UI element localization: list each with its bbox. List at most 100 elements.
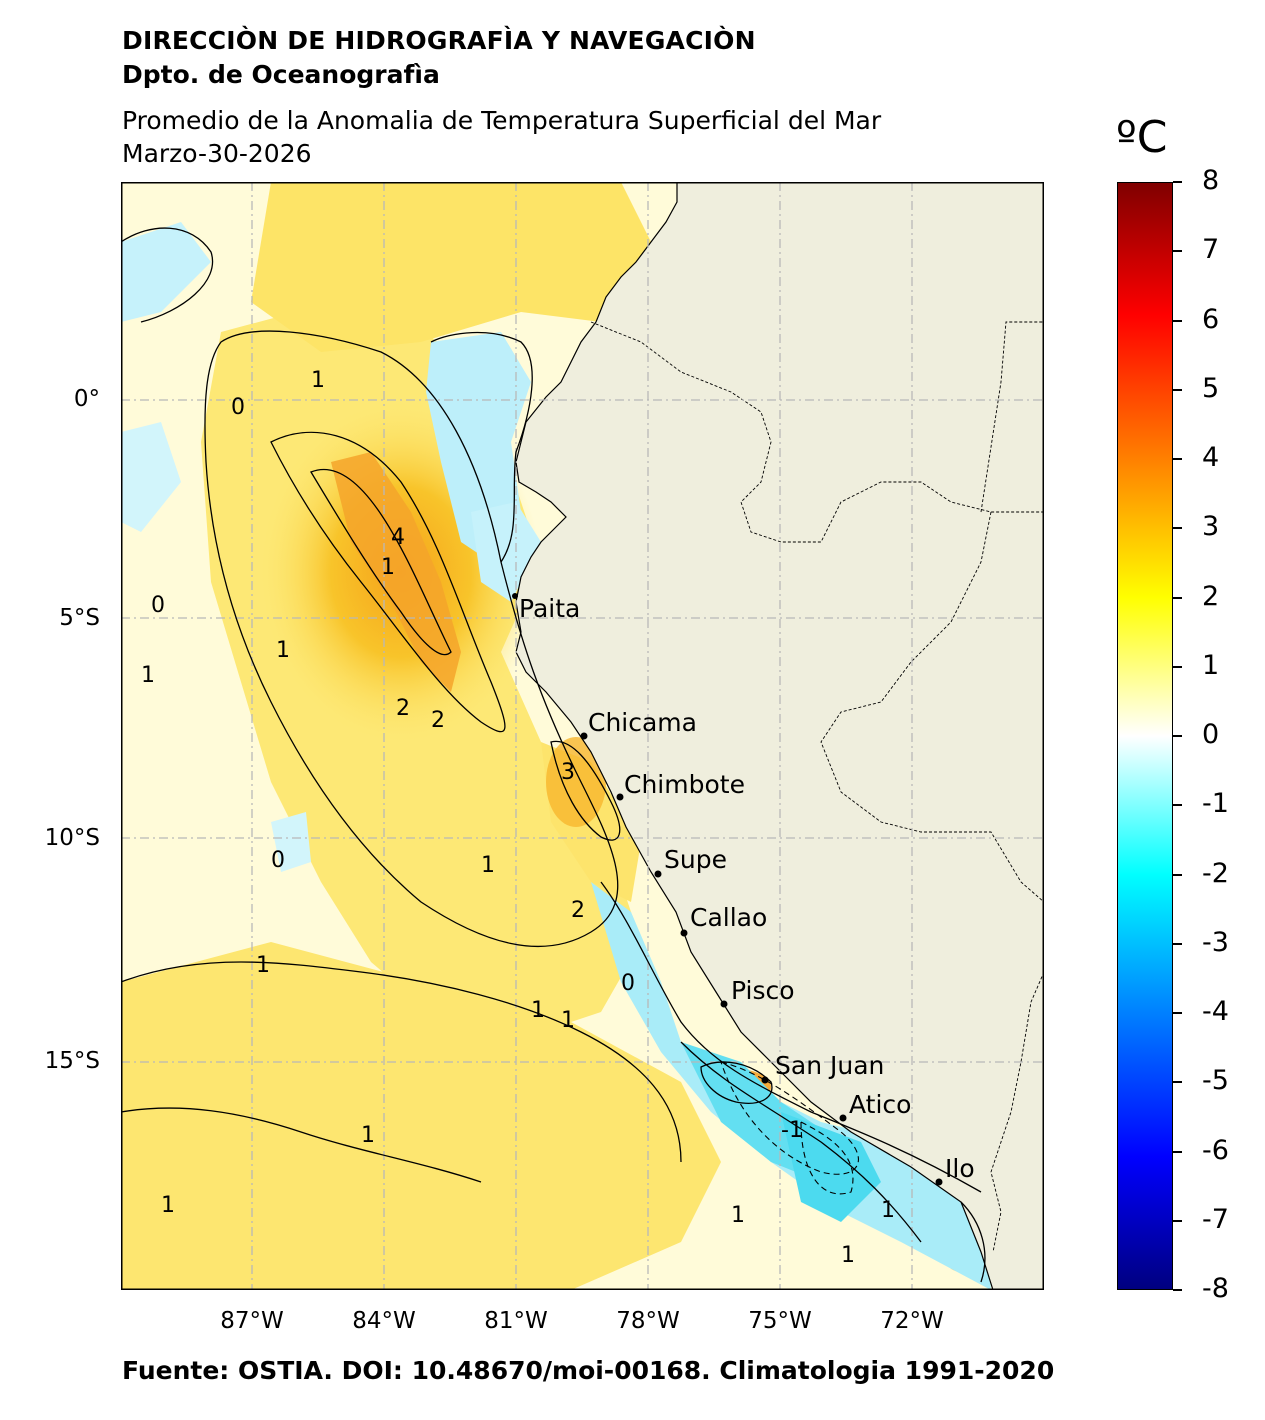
warm-region <box>121 942 721 1290</box>
colorbar-tick-label: 1 <box>1202 649 1220 681</box>
contour-label: 1 <box>311 368 325 393</box>
city-dot <box>616 793 624 801</box>
contour-label: 1 <box>276 638 290 663</box>
sst-anomaly-map: 0 1 1 4 2 2 1 3 2 1 0 1 1 0 1 0 1 1 1 1 … <box>121 182 1044 1290</box>
colorbar-tick-mark <box>1173 1150 1182 1153</box>
lat-label-5s: 5°S <box>59 605 100 631</box>
source-footer: Fuente: OSTIA. DOI: 10.48670/moi-00168. … <box>122 1356 1055 1385</box>
city-label: Chicama <box>588 708 697 737</box>
city-label: Atico <box>849 1090 911 1119</box>
contour-label: 1 <box>731 1203 745 1228</box>
contour-label: 1 <box>141 663 155 688</box>
city-label: San Juan <box>775 1051 884 1080</box>
colorbar-tick-mark <box>1173 319 1182 322</box>
warm-region <box>251 182 661 352</box>
colorbar-tick-mark <box>1173 596 1182 599</box>
contour-label: 0 <box>151 593 165 618</box>
contour-label: 1 <box>481 853 495 878</box>
contour-label: 4 <box>391 525 405 550</box>
cold-region <box>591 882 991 1290</box>
colorbar-tick-label: -1 <box>1202 788 1229 820</box>
map-frame <box>121 182 1044 1290</box>
colorbar-tick-mark <box>1173 665 1182 668</box>
cold-region <box>271 812 311 872</box>
contour-labels: 0 1 1 4 2 2 1 3 2 1 0 1 1 0 1 0 1 1 1 1 … <box>141 368 895 1268</box>
contour-lines-negative <box>720 1061 859 1195</box>
graticule <box>121 182 1044 1290</box>
lon-label-87w: 87°W <box>220 1308 284 1334</box>
border-peru-colombia <box>980 321 1044 513</box>
colorbar-tick-mark <box>1173 942 1182 945</box>
colorbar-tick-mark <box>1173 1219 1182 1222</box>
colorbar-tick-mark <box>1173 1012 1182 1014</box>
colorbar-tick-label: 7 <box>1202 234 1220 266</box>
contour-label: 3 <box>561 760 575 785</box>
colorbar-tick-label: -4 <box>1202 996 1229 1027</box>
colorbar-tick-mark <box>1173 388 1182 391</box>
contour-label: 1 <box>531 998 545 1023</box>
date-label: Marzo-30-2026 <box>122 139 312 168</box>
warm-core-inner <box>331 452 461 692</box>
colorbar-unit: ºC <box>1116 112 1168 163</box>
colorbar-tick-label: -2 <box>1202 857 1229 889</box>
border-peru-brazil <box>820 511 1044 903</box>
lon-label-81w: 81°W <box>484 1308 548 1334</box>
colorbar-tick-mark <box>1173 873 1182 876</box>
colorbar-tick-mark <box>1173 735 1182 737</box>
colorbar-tick-label: -7 <box>1202 1203 1229 1235</box>
contour-label: 1 <box>361 1123 375 1148</box>
colorbar-tick-label: 5 <box>1202 372 1220 404</box>
colorbar <box>1117 182 1173 1290</box>
contour-label: 0 <box>271 848 285 873</box>
colorbar-tick-label: -3 <box>1202 926 1229 958</box>
colorbar-tick-mark <box>1173 527 1182 530</box>
city-dot <box>720 1000 728 1008</box>
colorbar-tick-mark <box>1173 1289 1182 1291</box>
city-label: Ilo <box>945 1154 975 1183</box>
contour-label: 1 <box>161 1193 175 1218</box>
contour-label: 1 <box>561 1008 575 1033</box>
colorbar-tick-label: 0 <box>1202 719 1220 750</box>
city-dot <box>935 1178 943 1186</box>
contour-label: -1 <box>781 1118 803 1143</box>
colorbar-tick-mark <box>1173 250 1182 253</box>
contour-lines <box>121 227 986 1283</box>
city-label: Chimbote <box>624 770 745 799</box>
cold-region <box>781 1112 881 1222</box>
border-peru-bolivia <box>990 971 1044 1253</box>
lat-label-0: 0° <box>73 386 100 412</box>
city-dot <box>761 1076 769 1084</box>
city-label: Paita <box>519 594 580 623</box>
colorbar-fill <box>1117 182 1173 1290</box>
city-label: Callao <box>690 903 767 932</box>
colorbar-tick-mark <box>1173 804 1182 807</box>
lon-label-72w: 72°W <box>880 1308 944 1334</box>
colorbar-tick-label: 6 <box>1202 303 1220 335</box>
contour-label: 1 <box>256 953 270 978</box>
colorbar-tick-mark <box>1173 181 1182 183</box>
contour-label: 1 <box>881 1198 895 1223</box>
colorbar-tick-label: 8 <box>1202 165 1220 196</box>
contour-label: 2 <box>431 708 445 733</box>
contour-label: 1 <box>381 555 395 580</box>
contour-label: 2 <box>396 696 410 721</box>
contour-label: 0 <box>231 395 245 420</box>
warm-spot-chimbote <box>546 737 606 827</box>
contour-label: 2 <box>571 898 585 923</box>
lon-label-75w: 75°W <box>748 1308 812 1334</box>
city-markers: Paita Chicama Chimbote Supe Callao Pisco… <box>512 593 975 1186</box>
city-label: Supe <box>664 845 727 874</box>
colorbar-tick-mark <box>1173 1081 1182 1084</box>
colorbar-tick-label: 2 <box>1202 580 1220 612</box>
city-label: Pisco <box>731 976 795 1005</box>
city-dot <box>580 732 588 740</box>
cold-region <box>121 422 181 532</box>
colorbar-tick-label: -5 <box>1202 1065 1229 1097</box>
department-title: Dpto. de Oceanografìa <box>122 60 440 89</box>
city-dot <box>839 1114 847 1122</box>
colorbar-tick-mark <box>1173 458 1182 460</box>
contour-label: 1 <box>841 1243 855 1268</box>
colorbar-tick-label: -8 <box>1202 1273 1229 1304</box>
institution-title: DIRECCIÒN DE HIDROGRAFÌA Y NAVEGACIÒN <box>122 26 756 55</box>
lon-label-84w: 84°W <box>352 1308 416 1334</box>
